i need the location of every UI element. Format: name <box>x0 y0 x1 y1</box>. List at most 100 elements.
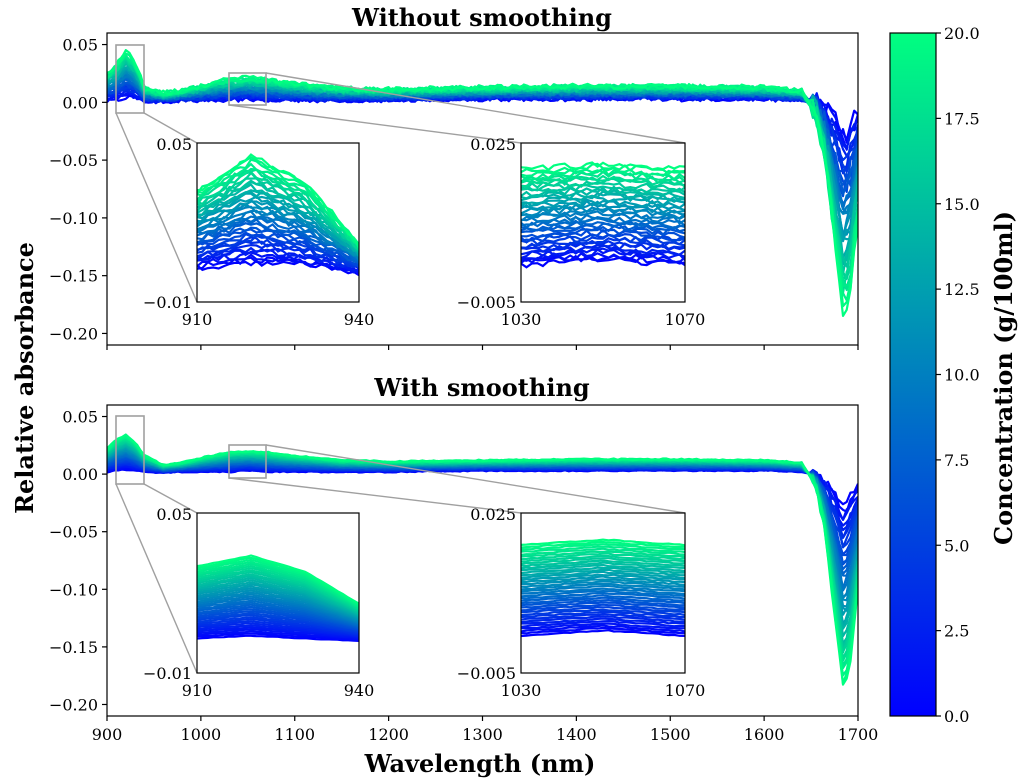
inset-spectrum-line <box>521 563 685 573</box>
inset-spectrum-line <box>521 624 685 633</box>
spectrum-line <box>107 468 858 506</box>
colorbar-tick-label: 20.0 <box>944 24 980 43</box>
inset-spectrum-line <box>521 205 685 217</box>
inset-spectrum-line <box>197 556 359 606</box>
inset-spectrum-line <box>521 587 685 596</box>
bottom-inset-2-xtick-left: 1030 <box>501 681 542 700</box>
inset-spectrum-line <box>521 183 685 194</box>
inset-spectrum-line <box>521 575 685 584</box>
inset-spectrum-line <box>521 566 685 575</box>
inset-spectrum-line <box>521 598 685 607</box>
inset-spectrum-line <box>521 226 685 239</box>
bottom-zoom-box-1 <box>115 415 145 485</box>
colorbar-tick-label: 15.0 <box>944 195 980 214</box>
inset-spectrum-line <box>521 617 685 625</box>
x-tick-label: 1100 <box>274 725 315 744</box>
top-inset-1-frame <box>196 142 360 303</box>
y-tick-label: −0.15 <box>49 638 98 657</box>
inset-spectrum-line <box>197 591 359 622</box>
bottom-inset-2-ytick-top: 0.025 <box>470 505 516 524</box>
colorbar-tick-label: 0.0 <box>944 707 969 726</box>
colorbar-tick-label: 5.0 <box>944 536 969 555</box>
top-inset-2-xtick-right: 1070 <box>665 310 706 329</box>
inset-spectrum-line <box>521 547 685 556</box>
x-tick-label: 1000 <box>181 725 222 744</box>
inset-spectrum-line <box>521 199 685 212</box>
spectrum-line <box>107 433 858 686</box>
colorbar-tick-label: 2.5 <box>944 622 969 641</box>
inset-spectrum-line <box>197 620 359 636</box>
inset-spectrum-line <box>197 153 359 245</box>
inset-spectrum-line <box>197 626 359 639</box>
inset-spectrum-line <box>197 628 359 640</box>
inset-spectrum-line <box>197 601 359 627</box>
y-tick-label: 0.05 <box>62 408 98 427</box>
colorbar: 0.0 2.5 5.0 7.5 10.0 12.5 15.0 17.5 20.0 Concent… <box>889 24 1018 726</box>
top-inset-1-xtick-left: 910 <box>182 310 213 329</box>
x-tick-label: 1500 <box>650 725 691 744</box>
inset-spectrum-line <box>521 161 685 172</box>
inset-spectrum-line <box>521 582 685 591</box>
colorbar-ticks: 0.0 2.5 5.0 7.5 10.0 12.5 15.0 17.5 20.0 <box>936 24 980 726</box>
bottom-zoom-connector <box>115 483 198 674</box>
top-inset-1-spectra <box>197 153 359 277</box>
inset-spectrum-line <box>521 593 685 602</box>
inset-spectrum-line <box>197 209 359 262</box>
inset-spectrum-line <box>521 605 685 614</box>
inset-spectrum-line <box>521 220 685 232</box>
inset-spectrum-line <box>521 591 685 600</box>
top-inset-2-spectra <box>521 161 685 269</box>
inset-spectrum-line <box>521 559 685 568</box>
inset-spectrum-line <box>521 254 685 267</box>
inset-spectrum-line <box>197 222 359 265</box>
inset-spectrum-line <box>197 624 359 638</box>
colorbar-tick-label: 10.0 <box>944 366 980 385</box>
inset-spectrum-line <box>521 554 685 563</box>
inset-spectrum-line <box>521 596 685 605</box>
inset-spectrum-line <box>197 587 359 621</box>
bottom-inset-2-frame <box>520 512 686 674</box>
x-axis-label: Wavelength (nm) <box>364 749 596 778</box>
inset-spectrum-line <box>197 634 359 642</box>
inset-spectrum-line <box>197 616 359 634</box>
inset-spectrum-line <box>521 237 685 249</box>
inset-spectrum-line <box>197 569 359 612</box>
inset-spectrum-line <box>197 246 359 270</box>
bottom-spectra <box>107 433 858 686</box>
inset-spectrum-line <box>521 626 685 635</box>
inset-spectrum-line <box>197 578 359 617</box>
panel-bottom-title: With smoothing <box>373 373 590 402</box>
inset-spectrum-line <box>521 174 685 185</box>
inset-spectrum-line <box>521 580 685 589</box>
bottom-inset-1-ytick-top: 0.05 <box>156 505 192 524</box>
inset-spectrum-line <box>521 615 685 624</box>
spectrum-line <box>107 52 858 308</box>
top-x-axis <box>106 345 859 350</box>
inset-spectrum-line <box>197 574 359 615</box>
bottom-inset-1-spectra <box>197 554 359 642</box>
inset-spectrum-line <box>197 595 359 624</box>
inset-spectrum-line <box>521 543 685 551</box>
inset-spectrum-line <box>197 612 359 632</box>
bottom-inset-2-ytick-bottom: −0.005 <box>457 664 516 683</box>
inset-spectrum-line <box>521 619 685 628</box>
inset-spectrum-line <box>197 200 359 256</box>
top-zoom-connector <box>115 112 198 303</box>
top-zoom-connector <box>265 72 686 144</box>
inset-spectrum-line <box>521 550 685 558</box>
colorbar-tick-label: 17.5 <box>944 109 980 128</box>
inset-spectrum-line <box>521 570 685 580</box>
inset-spectrum-line <box>521 578 685 587</box>
inset-spectrum-line <box>521 195 685 208</box>
bottom-zoom-connector <box>143 483 198 514</box>
colorbar-tick-label: 12.5 <box>944 280 980 299</box>
y-tick-label: −0.20 <box>49 324 98 343</box>
bottom-zoom-connector <box>265 444 686 514</box>
y-tick-label: −0.10 <box>49 209 98 228</box>
bottom-inset-2-spectra <box>521 538 685 638</box>
x-tick-label: 1400 <box>556 725 597 744</box>
x-tick-label: 900 <box>92 725 123 744</box>
x-tick-label: 1700 <box>838 725 879 744</box>
inset-spectrum-line <box>521 585 685 593</box>
